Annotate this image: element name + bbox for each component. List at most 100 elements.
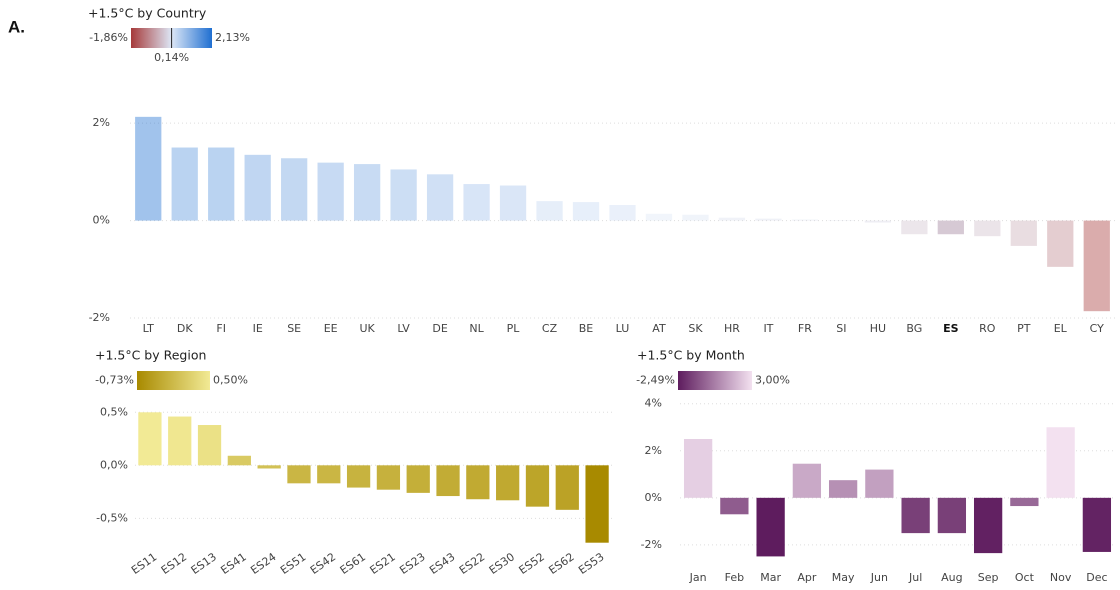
bar bbox=[287, 465, 310, 483]
bar bbox=[974, 221, 1000, 237]
bar bbox=[719, 218, 745, 221]
bar bbox=[228, 456, 251, 466]
chart-title: +1.5°C by Region bbox=[95, 348, 206, 363]
bar bbox=[347, 465, 370, 487]
legend-min-label: -1,86% bbox=[89, 31, 128, 44]
x-tick-label: NL bbox=[469, 322, 484, 335]
x-tick-label: DK bbox=[177, 322, 193, 335]
x-tick-label: IE bbox=[253, 322, 263, 335]
x-tick-label: HR bbox=[724, 322, 740, 335]
legend-max-label: 0,50% bbox=[213, 374, 248, 387]
bar bbox=[585, 465, 608, 542]
bar bbox=[756, 498, 784, 557]
x-tick-label: EE bbox=[324, 322, 338, 335]
chart-title: +1.5°C by Country bbox=[88, 6, 207, 21]
bar bbox=[793, 464, 821, 498]
x-tick-label: ES bbox=[943, 322, 959, 335]
bar bbox=[172, 148, 198, 221]
x-tick-label: Feb bbox=[725, 571, 744, 584]
bar bbox=[138, 412, 161, 465]
chart-title: +1.5°C by Month bbox=[637, 348, 745, 363]
x-tick-label: Jul bbox=[908, 571, 922, 584]
x-tick-label: ES12 bbox=[159, 550, 189, 577]
x-tick-label: LT bbox=[143, 322, 155, 335]
bar bbox=[901, 221, 927, 235]
bar bbox=[573, 202, 599, 221]
x-tick-label: Oct bbox=[1015, 571, 1035, 584]
x-tick-label: Jun bbox=[870, 571, 888, 584]
x-tick-label: FR bbox=[798, 322, 812, 335]
x-tick-label: UK bbox=[359, 322, 375, 335]
x-tick-label: RO bbox=[979, 322, 996, 335]
bar bbox=[938, 498, 966, 533]
bar bbox=[684, 439, 712, 498]
x-tick-label: Apr bbox=[797, 571, 817, 584]
bar bbox=[646, 214, 672, 221]
y-tick-label: -0,5% bbox=[96, 511, 128, 524]
legend-mid-label: 0,14% bbox=[154, 51, 189, 64]
x-tick-label: DE bbox=[432, 322, 447, 335]
bar bbox=[390, 169, 416, 220]
x-tick-label: FI bbox=[216, 322, 226, 335]
bar bbox=[317, 465, 340, 483]
x-tick-label: CY bbox=[1090, 322, 1104, 335]
x-tick-label: Mar bbox=[760, 571, 781, 584]
x-tick-label: Jan bbox=[689, 571, 707, 584]
bar bbox=[536, 201, 562, 220]
x-tick-label: ES61 bbox=[338, 550, 368, 577]
bar bbox=[436, 465, 459, 496]
bar bbox=[1011, 221, 1037, 246]
bar bbox=[720, 498, 748, 514]
x-tick-label: ES21 bbox=[368, 550, 398, 577]
bar bbox=[354, 164, 380, 220]
y-tick-label: 0% bbox=[93, 214, 110, 227]
x-tick-label: BG bbox=[906, 322, 922, 335]
bar bbox=[1083, 498, 1111, 552]
x-tick-label: ES30 bbox=[487, 550, 517, 577]
y-tick-label: 0,0% bbox=[100, 458, 128, 471]
x-tick-label: SE bbox=[287, 322, 301, 335]
x-tick-label: ES52 bbox=[517, 550, 547, 577]
y-tick-label: -2% bbox=[89, 311, 110, 324]
bar bbox=[281, 158, 307, 220]
bar bbox=[865, 470, 893, 498]
y-tick-label: 2% bbox=[93, 116, 110, 129]
x-tick-label: LV bbox=[397, 322, 410, 335]
x-tick-label: SI bbox=[836, 322, 846, 335]
x-tick-label: Aug bbox=[941, 571, 962, 584]
bar bbox=[1047, 221, 1073, 267]
x-tick-label: BE bbox=[579, 322, 594, 335]
bar bbox=[755, 219, 781, 221]
y-tick-label: 0,5% bbox=[100, 405, 128, 418]
bar bbox=[463, 184, 489, 221]
x-tick-label: ES53 bbox=[576, 550, 606, 577]
x-tick-label: IT bbox=[763, 322, 773, 335]
bar bbox=[318, 163, 344, 221]
legend-gradient bbox=[137, 371, 210, 390]
bar bbox=[526, 465, 549, 506]
bar bbox=[427, 174, 453, 220]
x-tick-label: SK bbox=[688, 322, 703, 335]
bar bbox=[938, 221, 964, 235]
legend-gradient bbox=[678, 371, 752, 390]
bar bbox=[609, 205, 635, 221]
bar bbox=[901, 498, 929, 533]
bar bbox=[500, 186, 526, 221]
x-tick-label: AT bbox=[652, 322, 666, 335]
bar bbox=[1010, 498, 1038, 506]
legend-min-label: -2,49% bbox=[636, 374, 675, 387]
x-tick-label: HU bbox=[870, 322, 886, 335]
panel-label: A. bbox=[8, 17, 25, 36]
x-tick-label: PT bbox=[1017, 322, 1031, 335]
x-tick-label: ES62 bbox=[546, 550, 576, 577]
bar bbox=[377, 465, 400, 489]
bar bbox=[407, 465, 430, 493]
legend-min-label: -0,73% bbox=[95, 374, 134, 387]
bar bbox=[135, 117, 161, 221]
x-tick-label: ES43 bbox=[427, 550, 457, 577]
y-tick-label: -2% bbox=[641, 538, 662, 551]
y-tick-label: 0% bbox=[645, 491, 662, 504]
bar bbox=[258, 465, 281, 468]
bar bbox=[556, 465, 579, 510]
